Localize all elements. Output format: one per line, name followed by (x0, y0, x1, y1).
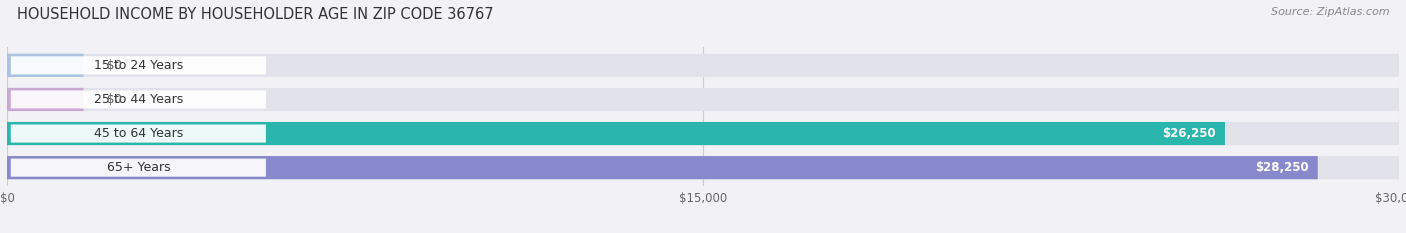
Text: $0: $0 (107, 93, 122, 106)
Text: 15 to 24 Years: 15 to 24 Years (94, 59, 183, 72)
FancyBboxPatch shape (7, 156, 1317, 179)
Text: HOUSEHOLD INCOME BY HOUSEHOLDER AGE IN ZIP CODE 36767: HOUSEHOLD INCOME BY HOUSEHOLDER AGE IN Z… (17, 7, 494, 22)
FancyBboxPatch shape (7, 54, 83, 77)
FancyBboxPatch shape (11, 124, 266, 143)
FancyBboxPatch shape (7, 156, 1399, 179)
FancyBboxPatch shape (7, 122, 1225, 145)
Text: $0: $0 (107, 59, 122, 72)
FancyBboxPatch shape (7, 88, 83, 111)
Text: Source: ZipAtlas.com: Source: ZipAtlas.com (1271, 7, 1389, 17)
FancyBboxPatch shape (7, 122, 1399, 145)
FancyBboxPatch shape (7, 88, 1399, 111)
FancyBboxPatch shape (7, 54, 1399, 77)
FancyBboxPatch shape (11, 159, 266, 177)
Text: 25 to 44 Years: 25 to 44 Years (94, 93, 183, 106)
Text: $28,250: $28,250 (1256, 161, 1309, 174)
Text: 65+ Years: 65+ Years (107, 161, 170, 174)
Text: 45 to 64 Years: 45 to 64 Years (94, 127, 183, 140)
FancyBboxPatch shape (11, 90, 266, 109)
FancyBboxPatch shape (11, 56, 266, 74)
Text: $26,250: $26,250 (1163, 127, 1216, 140)
